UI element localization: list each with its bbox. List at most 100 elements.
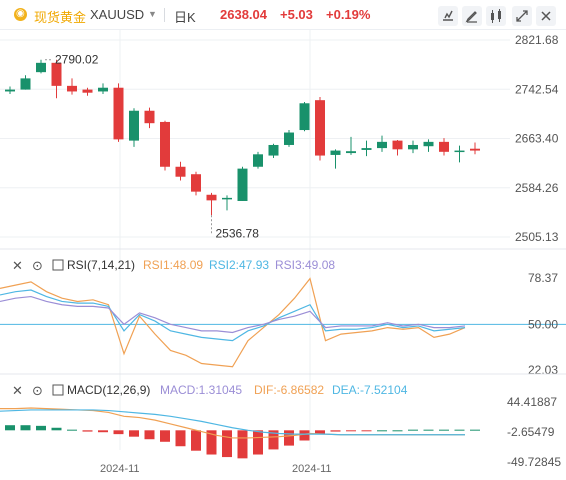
instrument-name: 现货黄金 — [34, 10, 87, 25]
rsi-axis: 78.37 50.00 22.03 — [528, 271, 558, 377]
interval-selector[interactable]: 日K — [174, 10, 196, 25]
candle-body — [439, 141, 449, 152]
macd-histogram-bar — [67, 429, 77, 431]
rsi-series-line — [0, 289, 466, 342]
chart-settings-icon — [443, 10, 453, 21]
chevron-down-icon[interactable]: ▼ — [148, 9, 157, 19]
fullscreen-button[interactable] — [512, 6, 532, 26]
candle-body — [51, 62, 62, 86]
candle-body — [284, 132, 294, 145]
symbol-selector[interactable]: XAUUSD — [90, 7, 145, 22]
candle-body — [299, 103, 310, 131]
macd-histogram-bar — [377, 430, 387, 432]
candle-body — [144, 110, 155, 124]
price-grid — [0, 30, 510, 450]
x-tick-label: 2024-11 — [292, 463, 332, 475]
collapse-macd-icon[interactable]: ✕ — [12, 383, 23, 398]
header-bar: ◉ 现货黄金 XAUUSD ▼ 日K 2638.04 +5.03 +0.19% — [0, 0, 566, 30]
macd-settings-icon[interactable]: ⊙ — [32, 383, 43, 398]
fullscreen-icon — [516, 10, 528, 22]
price-change-percent: +0.19% — [326, 7, 371, 22]
candle-body — [454, 150, 465, 153]
rsi-series-line — [0, 295, 466, 334]
indicator-button[interactable] — [486, 6, 506, 26]
macd-histogram — [5, 425, 480, 459]
candle-body — [423, 141, 434, 147]
y-tick-label: 2821.68 — [515, 33, 559, 47]
candle-body — [36, 62, 46, 73]
macd-title: MACD(12,26,9) — [67, 383, 150, 397]
macd-histogram-bar — [346, 430, 356, 432]
macd-legend-value: MACD:1.31045 — [160, 383, 242, 397]
macd-lines — [0, 407, 465, 439]
gold-logo-icon: ◉ — [14, 8, 27, 21]
candle-body — [191, 174, 201, 192]
dif-legend: DIF:-6.86582 — [254, 383, 324, 397]
macd-histogram-bar — [175, 430, 186, 447]
candle-body — [237, 168, 248, 201]
candle-body — [253, 154, 263, 167]
candle-body — [5, 89, 15, 92]
macd-axis: 44.41887 -2.65479 -49.72845 — [507, 395, 561, 469]
macd-histogram-bar — [144, 430, 155, 440]
macd-histogram-bar — [330, 430, 341, 432]
macd-histogram-bar — [408, 429, 418, 431]
macd-histogram-bar — [253, 430, 263, 455]
candle-body — [222, 197, 232, 200]
y-tick-label: 22.03 — [528, 363, 558, 377]
candle-body — [20, 78, 31, 90]
y-tick-label: -2.65479 — [507, 425, 555, 439]
draw-tool-icon — [465, 11, 477, 23]
candle-body — [129, 110, 139, 141]
macd-histogram-bar — [315, 430, 325, 435]
macd-histogram-bar — [20, 425, 31, 431]
rsi-panel: 78.37 50.00 22.03 ✕ ⊙ RSI(7,14,21) RSI1:48… — [0, 248, 566, 377]
high-annotation: 2790.02 — [55, 53, 99, 67]
price-panel: 2821.68 2742.54 2663.40 2584.26 2505.13 2790… — [0, 30, 559, 450]
macd-histogram-bar — [113, 430, 124, 435]
y-tick-label: 2505.13 — [515, 230, 559, 244]
draw-tool-button[interactable] — [462, 6, 482, 26]
close-icon — [541, 11, 551, 21]
rsi-settings-icon[interactable]: ⊙ — [32, 258, 43, 273]
candle-body — [361, 148, 372, 150]
y-tick-label: 44.41887 — [507, 395, 557, 409]
macd-histogram-bar — [299, 430, 310, 441]
macd-histogram-bar — [82, 430, 93, 432]
macd-histogram-bar — [470, 429, 480, 431]
macd-histogram-bar — [5, 425, 15, 431]
macd-histogram-bar — [237, 430, 248, 459]
candle-body — [408, 144, 418, 150]
macd-histogram-bar — [454, 429, 465, 431]
rsi3-legend: RSI3:49.08 — [275, 258, 335, 272]
macd-histogram-bar — [361, 430, 372, 432]
candle-body — [268, 144, 279, 156]
macd-series-line — [0, 407, 465, 439]
rsi2-legend: RSI2:47.93 — [209, 258, 269, 272]
macd-histogram-bar — [129, 430, 139, 437]
candle-body — [346, 151, 356, 154]
macd-series-line — [0, 409, 465, 436]
collapse-rsi-icon[interactable]: ✕ — [12, 258, 23, 273]
y-tick-label: 78.37 — [528, 271, 558, 285]
candle-body — [377, 141, 387, 149]
close-button[interactable] — [536, 6, 556, 26]
macd-panel: 44.41887 -2.65479 -49.72845 ✕ ⊙ MACD(12,26… — [0, 373, 566, 469]
candle-body — [330, 150, 341, 155]
price-axis: 2821.68 2742.54 2663.40 2584.26 2505.13 — [515, 33, 559, 244]
macd-histogram-bar — [51, 427, 62, 431]
rsi-expand-icon[interactable] — [52, 259, 64, 271]
macd-histogram-bar — [268, 430, 279, 450]
y-tick-label: 50.00 — [528, 317, 558, 331]
candle-body — [175, 166, 186, 177]
macd-histogram-bar — [423, 429, 434, 431]
candle-body — [392, 140, 403, 150]
x-tick-label: 2024-11 — [100, 463, 140, 475]
macd-expand-icon[interactable] — [52, 384, 64, 396]
rsi1-legend: RSI1:48.09 — [143, 258, 203, 272]
macd-histogram-bar — [98, 430, 108, 433]
y-tick-label: 2584.26 — [515, 181, 559, 195]
chart-settings-button[interactable] — [438, 6, 458, 26]
time-axis: 2024-11 2024-11 — [100, 463, 332, 475]
chart-canvas[interactable]: 2821.68 2742.54 2663.40 2584.26 2505.13 2790… — [0, 30, 566, 480]
